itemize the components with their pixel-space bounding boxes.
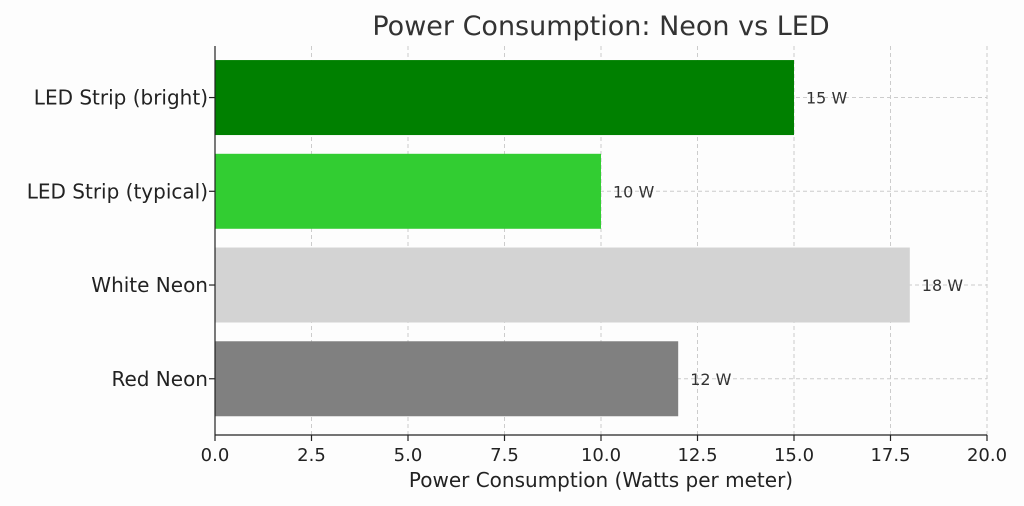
bar-led-strip-bright (215, 60, 794, 136)
x-tick-label: 12.5 (677, 445, 717, 466)
x-axis-label: Power Consumption (Watts per meter) (409, 468, 793, 492)
x-tick-label: 17.5 (870, 445, 910, 466)
x-tick-label: 15.0 (774, 445, 814, 466)
x-tick-label: 10.0 (581, 445, 621, 466)
axes: 0.0 2.5 5.0 7.5 10.0 12.5 15.0 17.5 20.0 Red Neon… (27, 46, 1007, 466)
bar-red-neon (215, 341, 679, 417)
data-label: 18 W (922, 276, 963, 295)
x-tick-label: 2.5 (297, 445, 326, 466)
bars (215, 60, 910, 417)
x-tick-label: 20.0 (967, 445, 1007, 466)
y-tick-label: White Neon (91, 273, 208, 297)
y-tick-label: LED Strip (bright) (34, 86, 208, 110)
data-label: 15 W (806, 89, 847, 108)
x-tick-label: 0.0 (201, 445, 230, 466)
y-tick-label: LED Strip (typical) (27, 179, 208, 203)
x-tick-label: 5.0 (394, 445, 423, 466)
y-tick-label: Red Neon (111, 367, 208, 391)
bar-white-neon (215, 247, 910, 323)
data-label: 12 W (690, 370, 731, 389)
data-label: 10 W (613, 182, 654, 201)
chart-title: Power Consumption: Neon vs LED (372, 11, 829, 42)
bar-led-strip-typical (215, 153, 601, 229)
x-tick-label: 7.5 (490, 445, 519, 466)
data-labels: 12 W 18 W 10 W 15 W (613, 89, 963, 389)
